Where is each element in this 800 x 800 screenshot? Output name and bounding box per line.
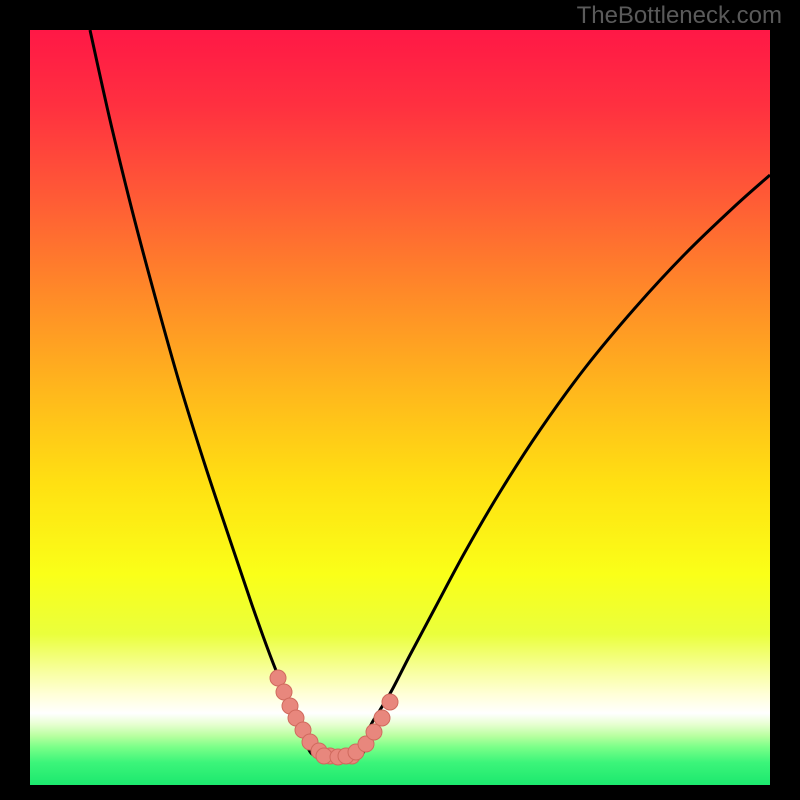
marker-cluster: [270, 670, 398, 765]
chart-plot-area: [30, 30, 770, 785]
bottleneck-curve-right: [337, 175, 770, 757]
data-marker: [382, 694, 398, 710]
watermark-text: TheBottleneck.com: [577, 2, 782, 30]
data-marker: [366, 724, 382, 740]
data-marker: [374, 710, 390, 726]
outer-frame: TheBottleneck.com: [0, 0, 800, 800]
bottleneck-curve-left: [90, 30, 337, 757]
chart-curves-layer: [30, 30, 770, 785]
